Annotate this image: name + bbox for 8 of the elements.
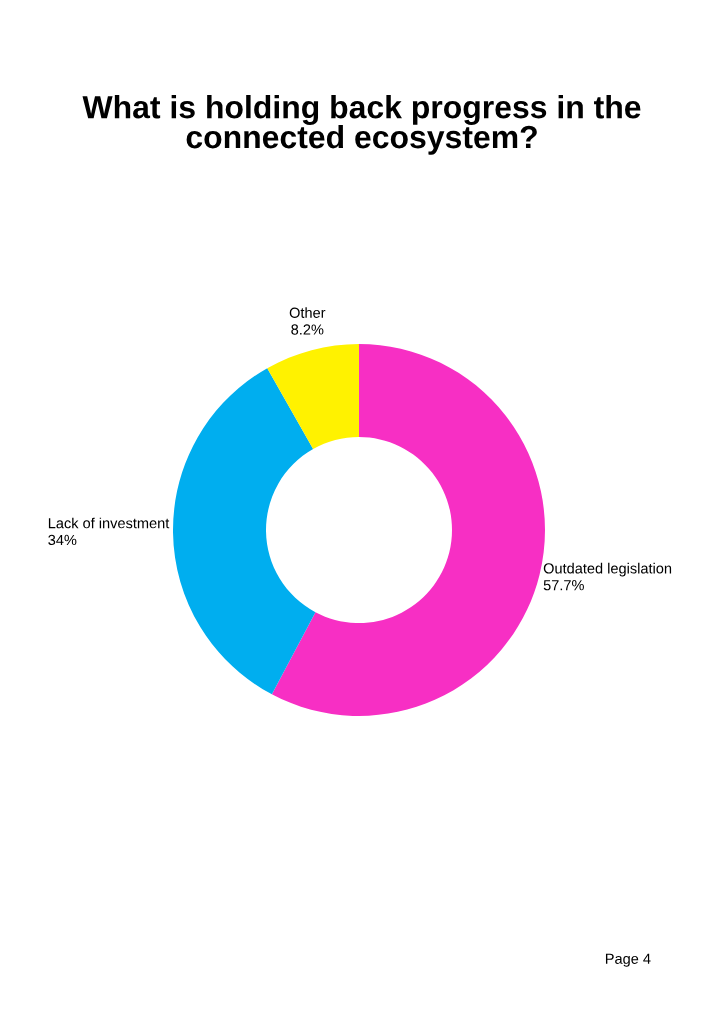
- slice-label: Outdated legislation: [543, 562, 672, 577]
- slice-label: Other: [289, 307, 326, 318]
- data-label: 8.2%: [291, 324, 324, 335]
- data-label: 57.7%: [543, 580, 584, 591]
- data-label: 34%: [48, 534, 77, 546]
- chart-title: What is holding back progress in the connected ecosystem?: [82, 95, 641, 155]
- text: Page 4: [605, 953, 651, 967]
- slice-label: Lack of investment: [48, 517, 170, 529]
